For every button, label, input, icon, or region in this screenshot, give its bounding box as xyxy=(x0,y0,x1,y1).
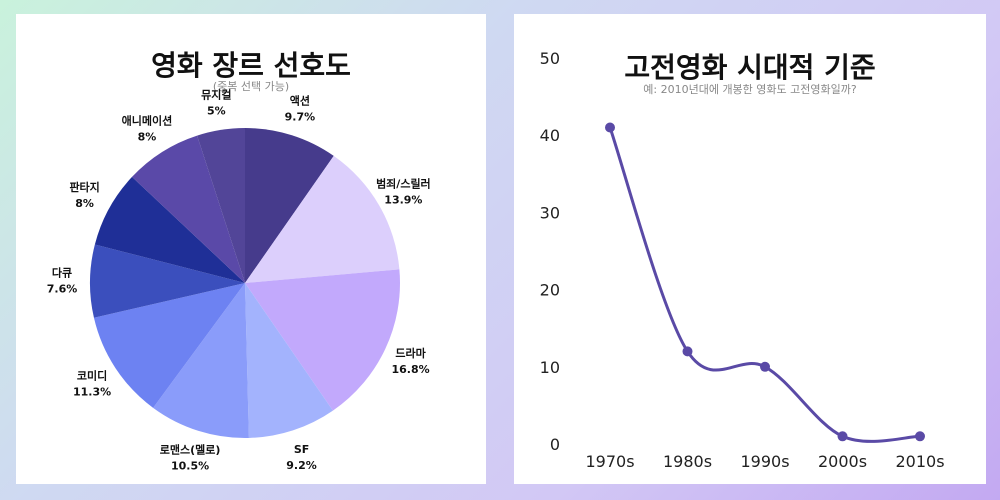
pie-slice-value-label: 11.3% xyxy=(73,385,111,398)
pie-slice-value-label: 8% xyxy=(138,130,157,143)
pie-slice-label: 드라마 xyxy=(395,346,426,360)
data-point xyxy=(682,346,693,357)
pie-slice-value-label: 9.7% xyxy=(285,110,316,123)
data-point xyxy=(760,361,770,372)
pie-slice xyxy=(245,283,333,438)
y-tick-label: 40 xyxy=(540,126,560,145)
pie-slice xyxy=(245,269,400,411)
line-chart: 0 10 20 30 40 50 1970s 1980s 1990s 2000s 2010s xyxy=(540,49,945,471)
data-point xyxy=(915,431,925,442)
pie-slice xyxy=(94,176,245,283)
x-tick-label: 2000s xyxy=(818,452,867,471)
pie-slice-value-label: 13.9% xyxy=(384,193,422,206)
line-chart-panel: 고전영화 시대적 기준 예: 2010년대에 개봉한 영화도 고전영화일까? 0… xyxy=(514,14,986,484)
pie-chart-subtitle: (중복 선택 가능) xyxy=(212,80,290,93)
pie-slice-value-label: 10.5% xyxy=(171,460,209,473)
data-point xyxy=(837,431,848,442)
pie-slice-label: 범죄/스릴러 xyxy=(376,176,431,190)
pie-slice xyxy=(245,155,400,283)
pie-slice-value-label: 9.2% xyxy=(286,459,317,472)
y-tick-label: 30 xyxy=(540,203,560,222)
pie-slice xyxy=(197,128,245,283)
pie-slice-value-label: 16.8% xyxy=(391,363,429,376)
line-chart-subtitle: 예: 2010년대에 개봉한 영화도 고전영화일까? xyxy=(643,83,857,96)
x-tick-label: 1990s xyxy=(740,452,789,471)
pie-slice xyxy=(245,128,334,283)
pie-chart-panel: 영화 장르 선호도 (중복 선택 가능) 액션 9.7% 범죄/스릴러 13.9% 드라… xyxy=(16,14,486,484)
y-tick-label: 20 xyxy=(540,281,560,300)
series-line xyxy=(608,126,921,443)
pie-slice-label: 애니메이션 xyxy=(122,113,173,127)
pie-chart: 액션 9.7% 범죄/스릴러 13.9% 드라마 16.8% SF 9.2% 로맨스(멜로) 10… xyxy=(47,87,431,473)
data-point xyxy=(605,122,615,133)
pie-slice-label: 판타지 xyxy=(69,180,99,194)
y-tick-label: 10 xyxy=(540,358,560,377)
pie-slice xyxy=(93,283,245,408)
line-chart-title: 고전영화 시대적 기준 xyxy=(624,51,876,84)
pie-slice-value-label: 8% xyxy=(75,197,94,210)
pie-slice-label: 코미디 xyxy=(77,368,107,382)
pie-slice-label: SF xyxy=(294,443,309,456)
y-tick-label: 0 xyxy=(550,435,560,454)
pie-slice-value-label: 7.6% xyxy=(47,283,78,296)
pie-slice-label: 로맨스(멜로) xyxy=(160,443,221,457)
pie-slice xyxy=(132,135,245,283)
pie-slice-value-label: 5% xyxy=(207,104,226,117)
pie-slice xyxy=(153,283,249,438)
pie-slice-label: 다큐 xyxy=(52,266,72,280)
x-tick-label: 2010s xyxy=(895,452,944,471)
pie-chart-title: 영화 장르 선호도 xyxy=(151,49,351,82)
pie-slice-label: 액션 xyxy=(290,94,310,107)
x-tick-label: 1970s xyxy=(585,452,634,471)
x-tick-label: 1980s xyxy=(663,452,712,471)
pie-slice xyxy=(90,244,245,318)
y-tick-label: 50 xyxy=(540,49,560,68)
pie-slice-label: 뮤지컬 xyxy=(201,87,231,101)
